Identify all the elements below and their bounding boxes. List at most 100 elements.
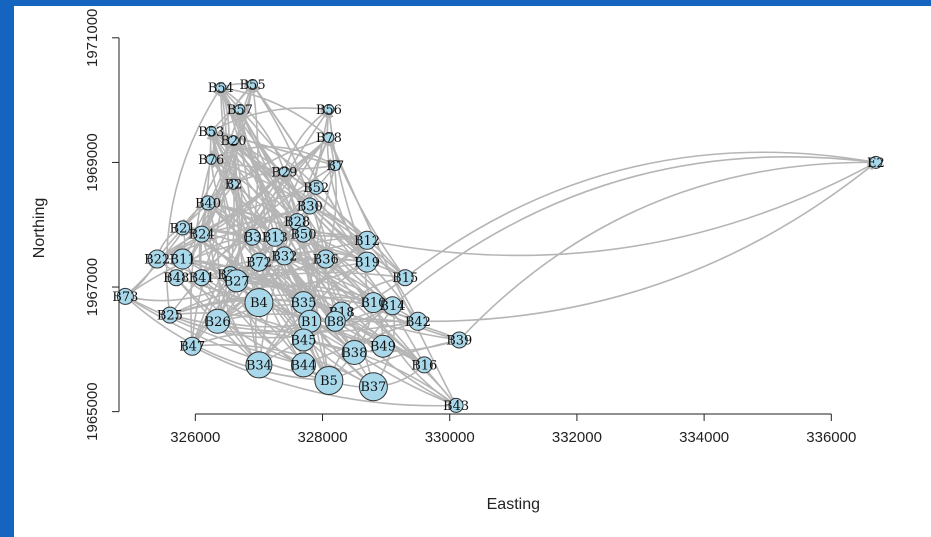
node-marker (396, 269, 414, 287)
node-marker (869, 155, 883, 169)
network-edge (328, 137, 457, 406)
node-b24: B24 (189, 225, 215, 243)
node-marker (244, 228, 262, 246)
node-label: B5 (320, 374, 338, 389)
node-label: B8 (326, 315, 344, 330)
node-marker (357, 230, 377, 250)
node-marker (205, 153, 217, 165)
node-marker (161, 306, 179, 324)
node-b14: B14 (379, 296, 406, 316)
node-b29: B29 (271, 165, 297, 180)
y-axis-title: Northing (31, 198, 48, 258)
node-marker (448, 397, 464, 413)
node-label: B55 (240, 78, 266, 93)
node-b54: B54 (208, 81, 234, 96)
node-label: B27 (224, 274, 250, 289)
node-marker (314, 366, 344, 395)
node-b15: B15 (392, 269, 418, 287)
node-marker (450, 331, 468, 349)
node-marker (316, 249, 336, 269)
network-edge (229, 184, 235, 275)
node-marker (227, 135, 239, 147)
node-marker (147, 249, 167, 269)
network-edge (125, 280, 238, 302)
node-b10: B10 (360, 292, 386, 314)
node-marker (323, 103, 335, 115)
node-b53: B53 (198, 125, 224, 140)
x-tick-label: 332000 (552, 429, 602, 446)
node-marker (182, 336, 202, 356)
node-marker (308, 179, 324, 195)
node-label: B47 (179, 340, 205, 355)
node-label: B29 (271, 165, 297, 180)
node-b26: B26 (205, 308, 231, 334)
node-marker (371, 334, 395, 358)
node-label: B22 (144, 253, 170, 268)
network-edge (210, 83, 254, 160)
node-label: B53 (198, 125, 224, 140)
node-b38: B38 (341, 339, 367, 365)
node-label: B7 (326, 159, 344, 174)
network-edge (232, 140, 276, 238)
network-edge (182, 258, 327, 276)
node-label: B38 (341, 346, 367, 361)
node-b47: B47 (179, 336, 205, 356)
node-b19: B19 (354, 251, 380, 273)
node-b42: B42 (405, 311, 431, 331)
node-label: B37 (360, 380, 386, 395)
network-edge (211, 158, 336, 170)
node-b11: B11 (170, 248, 196, 270)
network-edge (220, 86, 286, 173)
node-label: B45 (290, 334, 316, 349)
node-label: B4 (250, 296, 268, 311)
network-edge (391, 155, 876, 307)
y-tick-label: 1971000 (84, 9, 101, 67)
node-label: B36 (313, 253, 339, 268)
node-marker (234, 103, 246, 115)
node-label: E2 (867, 156, 885, 171)
network-edge (309, 109, 330, 207)
node-marker (329, 160, 341, 172)
node-label: B3 (244, 231, 262, 246)
network-edge (328, 137, 406, 279)
node-marker (172, 248, 194, 270)
node-marker (193, 225, 211, 243)
node-marker (247, 79, 259, 91)
node-b72: B72 (246, 252, 272, 272)
node-b7: B7 (326, 159, 344, 174)
node-marker (408, 311, 428, 331)
node-b34: B34 (245, 351, 273, 379)
node-marker (227, 178, 239, 190)
node-b8: B8 (324, 310, 346, 332)
node-label: B2 (225, 178, 243, 193)
node-label: B19 (354, 256, 380, 271)
node-b57: B57 (227, 103, 253, 118)
node-b25: B25 (157, 306, 183, 324)
node-label: B16 (411, 358, 437, 373)
node-b13: B13 (262, 227, 288, 247)
node-label: B34 (246, 358, 272, 373)
network-edge (233, 139, 406, 279)
node-label: B49 (370, 340, 396, 355)
node-b21: B21 (170, 220, 196, 236)
node-b30: B30 (297, 197, 323, 215)
network-edge (192, 344, 374, 388)
node-marker (167, 269, 185, 287)
node-label: B52 (303, 181, 329, 196)
network-edge (156, 171, 285, 260)
y-tick-label: 1969000 (84, 133, 101, 191)
node-marker (291, 328, 315, 352)
node-label: B35 (290, 296, 316, 311)
node-b4: B4 (244, 288, 274, 318)
node-b22: B22 (144, 249, 170, 269)
node-b45: B45 (290, 328, 316, 352)
axes: 326000 328000 330000 332000 334000 336000 196… (84, 9, 856, 446)
node-label: B73 (112, 290, 138, 305)
x-axis-title: Easting (487, 496, 540, 513)
node-b36: B36 (313, 249, 339, 269)
node-label: B54 (208, 81, 234, 96)
network-edge (296, 221, 457, 406)
network-edge (124, 295, 329, 382)
node-e2: E2 (867, 155, 885, 171)
